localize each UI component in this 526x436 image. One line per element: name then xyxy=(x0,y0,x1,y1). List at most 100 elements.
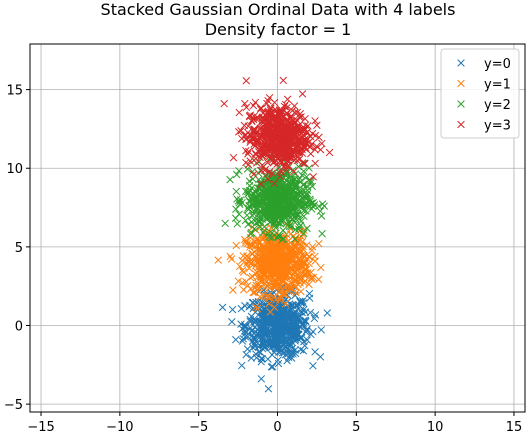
data-point xyxy=(218,303,227,312)
data-point xyxy=(325,148,334,157)
data-point xyxy=(282,166,291,174)
data-point xyxy=(297,217,305,226)
data-point xyxy=(318,229,326,238)
data-point xyxy=(252,281,260,290)
data-point xyxy=(236,200,244,209)
data-point xyxy=(246,259,255,268)
data-point xyxy=(232,170,241,179)
data-point xyxy=(285,243,293,252)
data-point xyxy=(236,262,244,271)
data-point xyxy=(259,115,267,124)
data-point xyxy=(277,266,286,274)
data-point xyxy=(278,318,286,326)
data-point xyxy=(256,292,264,301)
data-point xyxy=(302,271,310,280)
data-point xyxy=(247,259,256,267)
data-point xyxy=(267,363,276,371)
data-point xyxy=(267,269,276,278)
data-point xyxy=(314,275,323,284)
data-point xyxy=(303,186,312,195)
data-point xyxy=(278,118,287,126)
data-point xyxy=(257,180,265,188)
data-point xyxy=(242,103,251,112)
data-point xyxy=(253,304,262,313)
data-point xyxy=(244,220,252,229)
data-point xyxy=(274,359,283,368)
data-point xyxy=(292,214,300,223)
data-point xyxy=(292,315,300,323)
data-point xyxy=(270,179,279,188)
data-point xyxy=(281,333,290,342)
data-point xyxy=(242,350,250,359)
data-point xyxy=(290,193,299,202)
data-point xyxy=(245,201,253,210)
data-point xyxy=(323,309,332,317)
data-point xyxy=(261,129,269,137)
data-point xyxy=(246,240,254,249)
data-point xyxy=(258,161,266,169)
y-tick-label: −5 xyxy=(4,398,23,413)
data-point xyxy=(226,175,234,184)
data-point xyxy=(296,191,305,200)
data-point xyxy=(243,252,251,260)
data-point xyxy=(264,175,272,184)
data-point xyxy=(274,147,283,156)
data-point xyxy=(262,338,271,347)
data-point xyxy=(252,136,261,144)
data-point xyxy=(285,177,294,186)
data-point xyxy=(264,309,273,317)
data-point xyxy=(279,290,287,299)
data-point xyxy=(281,100,290,109)
data-point xyxy=(275,316,283,324)
data-point xyxy=(294,148,302,157)
data-point xyxy=(246,243,254,251)
data-point xyxy=(248,331,257,339)
data-point xyxy=(286,274,294,282)
data-point xyxy=(294,316,303,324)
data-point xyxy=(298,90,307,98)
data-point xyxy=(243,333,252,341)
data-point xyxy=(268,172,276,180)
data-point xyxy=(260,272,268,280)
data-point xyxy=(283,356,291,365)
data-point xyxy=(254,263,262,272)
data-point xyxy=(307,205,316,213)
data-point xyxy=(256,274,265,282)
data-point xyxy=(285,222,294,230)
data-point xyxy=(308,243,317,251)
data-point xyxy=(252,354,261,362)
data-point xyxy=(257,245,265,254)
data-point xyxy=(299,181,307,189)
data-point xyxy=(266,277,275,285)
data-point xyxy=(252,150,260,159)
data-point xyxy=(276,198,285,207)
data-point xyxy=(272,132,281,141)
data-point xyxy=(297,241,305,250)
data-point xyxy=(300,278,308,287)
data-points xyxy=(214,76,334,393)
data-point xyxy=(255,348,263,356)
data-point xyxy=(284,340,293,349)
data-point xyxy=(237,304,246,313)
data-point xyxy=(240,327,249,335)
data-point xyxy=(295,223,304,231)
data-point xyxy=(260,284,269,293)
data-point xyxy=(271,221,280,229)
data-point xyxy=(256,328,264,337)
data-point xyxy=(305,252,313,261)
data-point xyxy=(280,141,288,149)
legend-entry: y=3 xyxy=(484,119,511,134)
data-point xyxy=(214,256,222,264)
data-point xyxy=(311,348,319,356)
data-point xyxy=(252,237,260,246)
legend-entry: y=0 xyxy=(484,57,511,72)
data-point xyxy=(246,138,254,147)
data-point xyxy=(228,305,237,314)
data-point xyxy=(234,277,243,285)
data-point xyxy=(260,312,268,320)
data-point xyxy=(280,102,289,111)
legend-marker-icon xyxy=(457,120,465,129)
data-point xyxy=(291,225,300,234)
data-point xyxy=(271,332,279,341)
data-point xyxy=(276,167,284,175)
